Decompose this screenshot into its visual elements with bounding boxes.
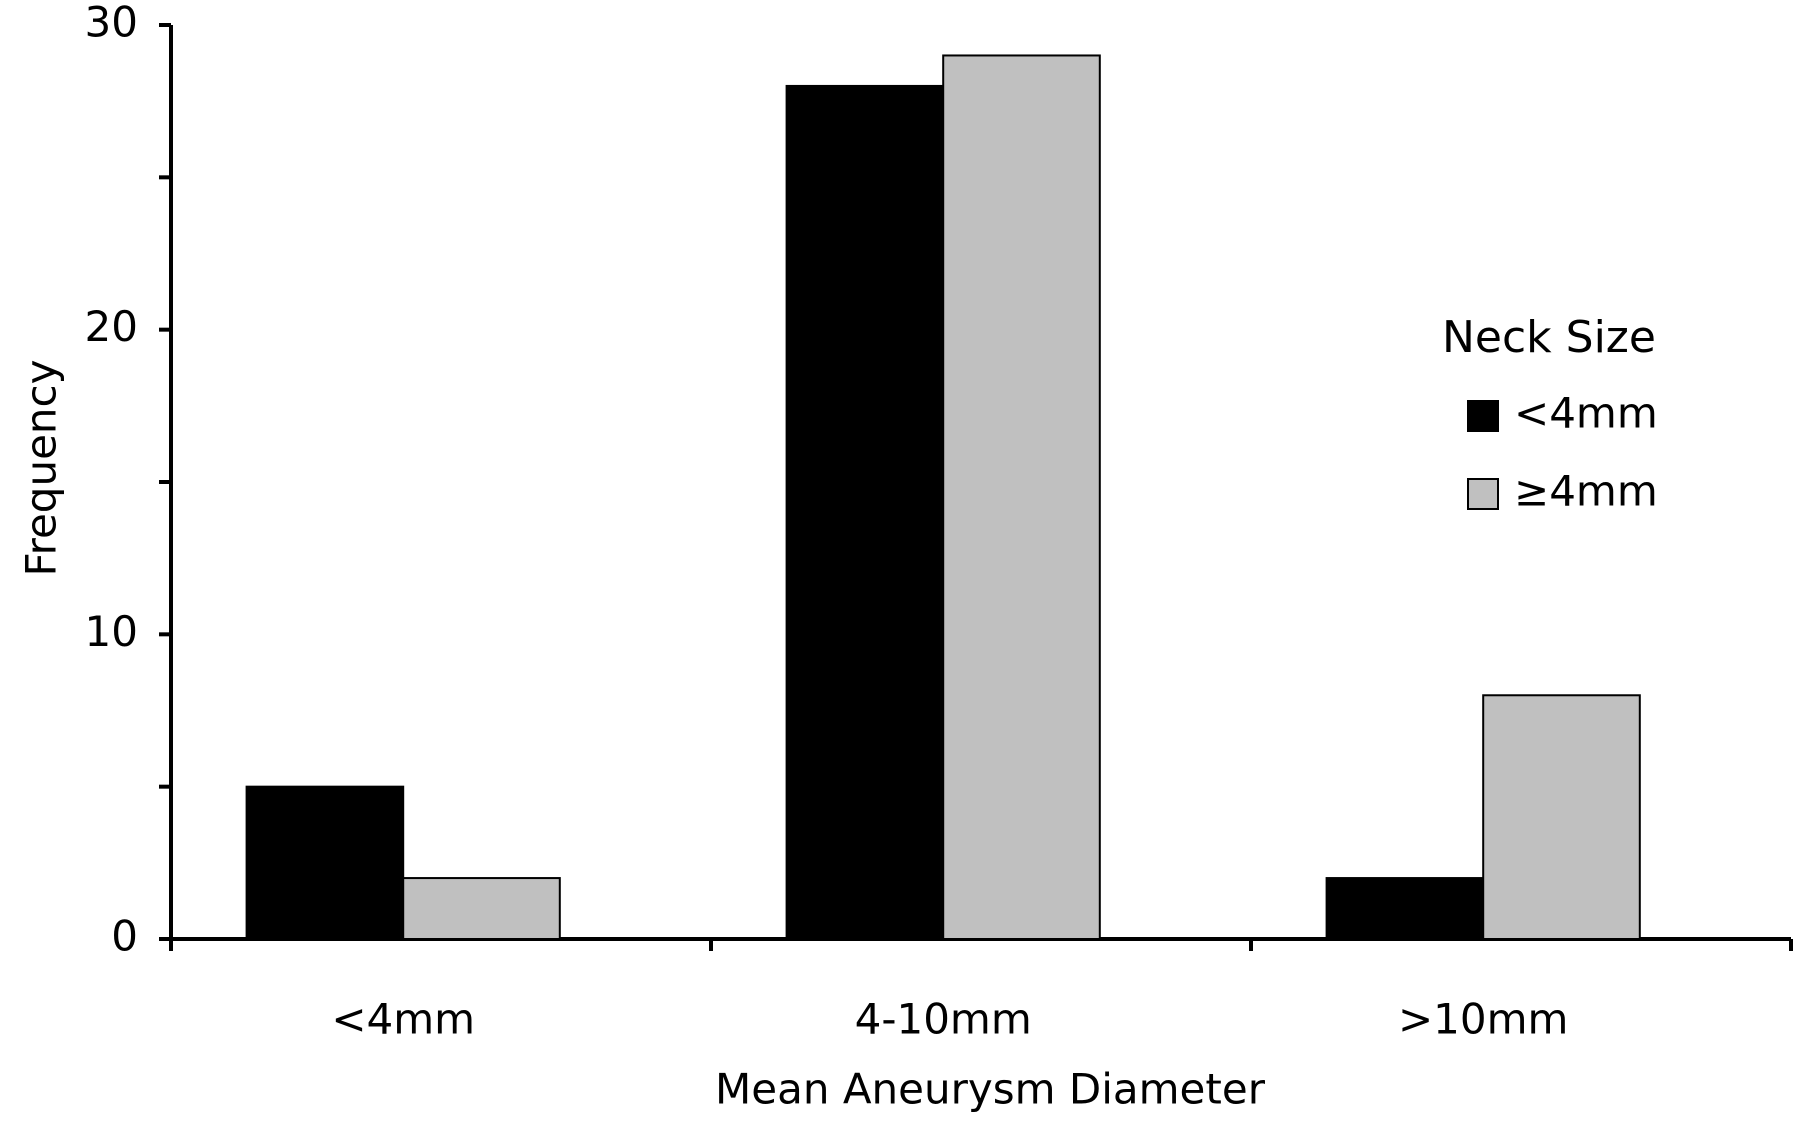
y-tick-label: 20 <box>85 302 138 351</box>
legend-label: ≥4mm <box>1514 467 1658 516</box>
bar <box>1325 877 1485 940</box>
bar <box>785 84 945 940</box>
bar <box>402 877 561 940</box>
x-tick-label: 4-10mm <box>855 995 1032 1044</box>
bar <box>942 54 1101 940</box>
y-tick-label: 10 <box>85 607 138 656</box>
x-tick-label: <4mm <box>331 995 475 1044</box>
y-tick-label: 0 <box>111 912 138 961</box>
x-axis-title: Mean Aneurysm Diameter <box>715 1065 1266 1114</box>
bar <box>1482 694 1641 940</box>
x-tick-label: >10mm <box>1398 995 1568 1044</box>
y-tick-label: 30 <box>85 0 138 47</box>
legend-swatch <box>1467 478 1499 510</box>
legend-swatch <box>1467 400 1499 432</box>
legend-label: <4mm <box>1514 389 1658 438</box>
legend-title: Neck Size <box>1442 312 1656 363</box>
bar <box>245 785 405 941</box>
y-axis-title: Frequency <box>17 360 66 577</box>
